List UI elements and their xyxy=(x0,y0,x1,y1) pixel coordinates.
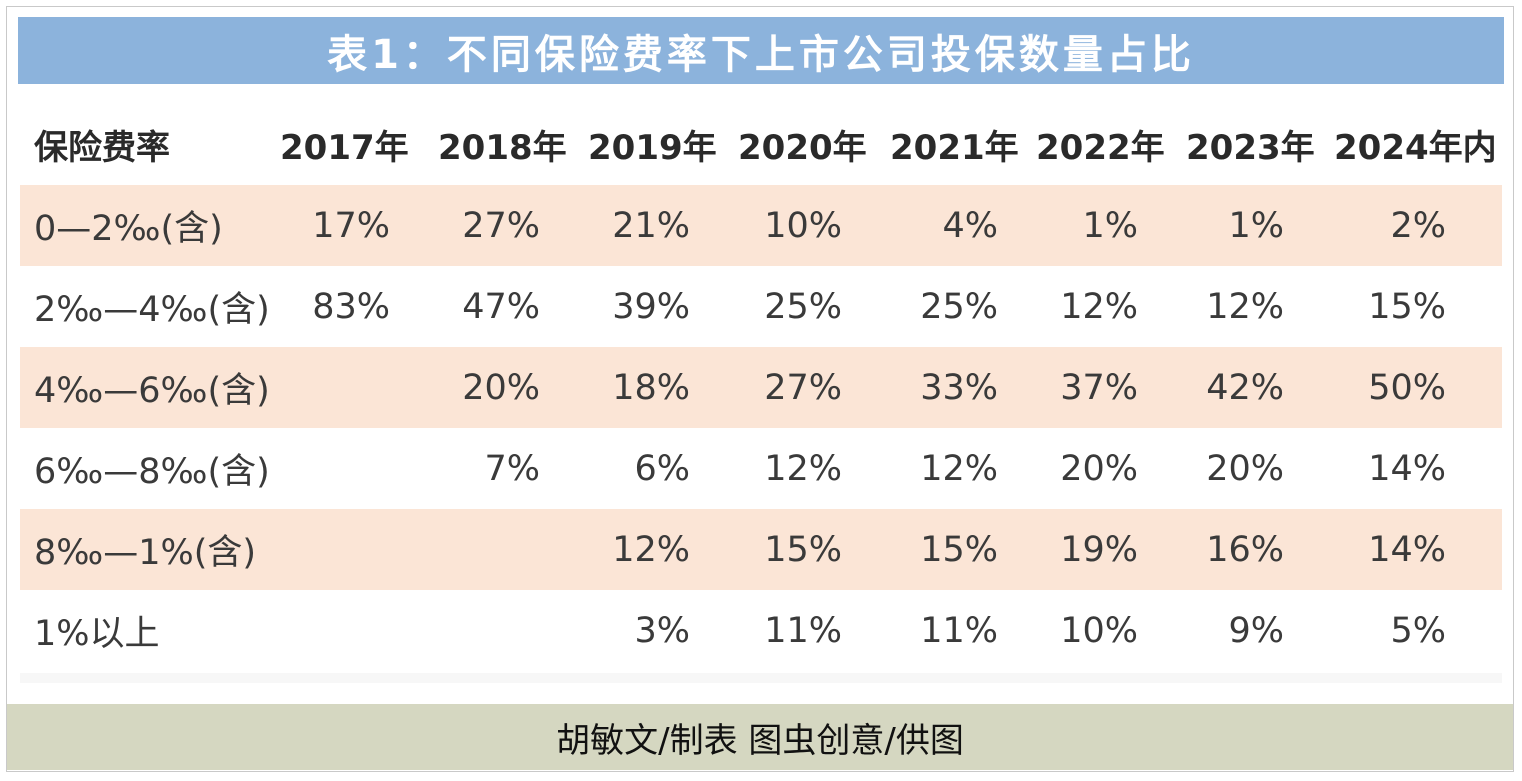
table-bottom-band xyxy=(20,673,1502,683)
value-cell: 14% xyxy=(1368,529,1446,570)
table-row: 1%以上 3% 11% 11% 10% 9% 5% xyxy=(20,590,1502,671)
header-cell-2021: 2021年 xyxy=(890,127,1019,168)
value-cell xyxy=(280,428,390,509)
value-cell: 27% xyxy=(764,367,842,408)
value-cell: 15% xyxy=(920,529,998,570)
value-cell: 37% xyxy=(1060,367,1138,408)
value-cell: 20% xyxy=(1060,448,1138,489)
value-cell: 12% xyxy=(1206,286,1284,327)
table-row: 4‰—6‰(含) 20% 18% 27% 33% 37% 42% 50% xyxy=(20,347,1502,428)
value-cell: 12% xyxy=(920,448,998,489)
value-cell: 3% xyxy=(634,610,690,651)
table-row: 8‰—1%(含) 12% 15% 15% 19% 16% 14% xyxy=(20,509,1502,590)
value-cell: 10% xyxy=(1060,610,1138,651)
value-cell: 15% xyxy=(1368,286,1446,327)
header-cell-2023: 2023年 xyxy=(1186,127,1315,168)
row-label: 1%以上 xyxy=(34,614,160,654)
header-cell-2018: 2018年 xyxy=(438,127,567,168)
header-cell-rate: 保险费率 xyxy=(34,127,170,168)
value-cell: 10% xyxy=(764,205,842,246)
row-label: 8‰—1%(含) xyxy=(34,533,257,573)
value-cell xyxy=(280,590,390,671)
value-cell: 4% xyxy=(942,205,998,246)
value-cell: 1% xyxy=(1082,205,1138,246)
value-cell xyxy=(280,347,390,428)
title-bar: 表1：不同保险费率下上市公司投保数量占比 xyxy=(18,17,1504,84)
value-cell: 18% xyxy=(612,367,690,408)
value-cell: 27% xyxy=(462,205,540,246)
table-row: 0—2‰(含) 17% 27% 21% 10% 4% 1% 1% 2% xyxy=(20,185,1502,266)
value-cell: 5% xyxy=(1390,610,1446,651)
value-cell: 6% xyxy=(634,448,690,489)
value-cell: 25% xyxy=(920,286,998,327)
row-label: 6‰—8‰(含) xyxy=(34,452,270,492)
value-cell: 50% xyxy=(1368,367,1446,408)
value-cell: 14% xyxy=(1368,448,1446,489)
value-cell: 33% xyxy=(920,367,998,408)
header-cell-2019: 2019年 xyxy=(588,127,717,168)
header-cell-2017: 2017年 xyxy=(280,127,409,168)
value-cell: 15% xyxy=(764,529,842,570)
credit-text: 胡敏文/制表 图虫创意/供图 xyxy=(556,720,964,761)
table-row: 2‰—4‰(含) 83% 47% 39% 25% 25% 12% 12% 15% xyxy=(20,266,1502,347)
table-title: 表1：不同保险费率下上市公司投保数量占比 xyxy=(327,31,1195,78)
value-cell: 12% xyxy=(1060,286,1138,327)
value-cell: 16% xyxy=(1206,529,1284,570)
value-cell: 20% xyxy=(1206,448,1284,489)
value-cell: 25% xyxy=(764,286,842,327)
row-label: 4‰—6‰(含) xyxy=(34,371,270,411)
data-table: 保险费率 2017年 2018年 2019年 2020年 2021年 2022年… xyxy=(20,103,1502,671)
value-cell: 21% xyxy=(612,205,690,246)
table-header-row: 保险费率 2017年 2018年 2019年 2020年 2021年 2022年… xyxy=(20,103,1502,185)
value-cell: 83% xyxy=(312,286,390,327)
value-cell: 1% xyxy=(1228,205,1284,246)
value-cell: 11% xyxy=(920,610,998,651)
value-cell: 7% xyxy=(484,448,540,489)
value-cell: 12% xyxy=(764,448,842,489)
row-label: 2‰—4‰(含) xyxy=(34,290,270,330)
value-cell: 11% xyxy=(764,610,842,651)
header-cell-2020: 2020年 xyxy=(738,127,867,168)
credit-bar: 胡敏文/制表 图虫创意/供图 xyxy=(7,704,1513,770)
table-row: 6‰—8‰(含) 7% 6% 12% 12% 20% 20% 14% xyxy=(20,428,1502,509)
value-cell: 47% xyxy=(462,286,540,327)
value-cell: 42% xyxy=(1206,367,1284,408)
value-cell: 20% xyxy=(462,367,540,408)
value-cell xyxy=(438,590,540,671)
value-cell: 2% xyxy=(1390,205,1446,246)
value-cell: 39% xyxy=(612,286,690,327)
value-cell: 9% xyxy=(1228,610,1284,651)
header-cell-2022: 2022年 xyxy=(1036,127,1165,168)
value-cell xyxy=(438,509,540,590)
value-cell: 17% xyxy=(312,205,390,246)
value-cell xyxy=(280,509,390,590)
value-cell: 19% xyxy=(1060,529,1138,570)
header-cell-2024: 2024年内 xyxy=(1334,127,1497,168)
row-label: 0—2‰(含) xyxy=(34,209,223,249)
value-cell: 12% xyxy=(612,529,690,570)
